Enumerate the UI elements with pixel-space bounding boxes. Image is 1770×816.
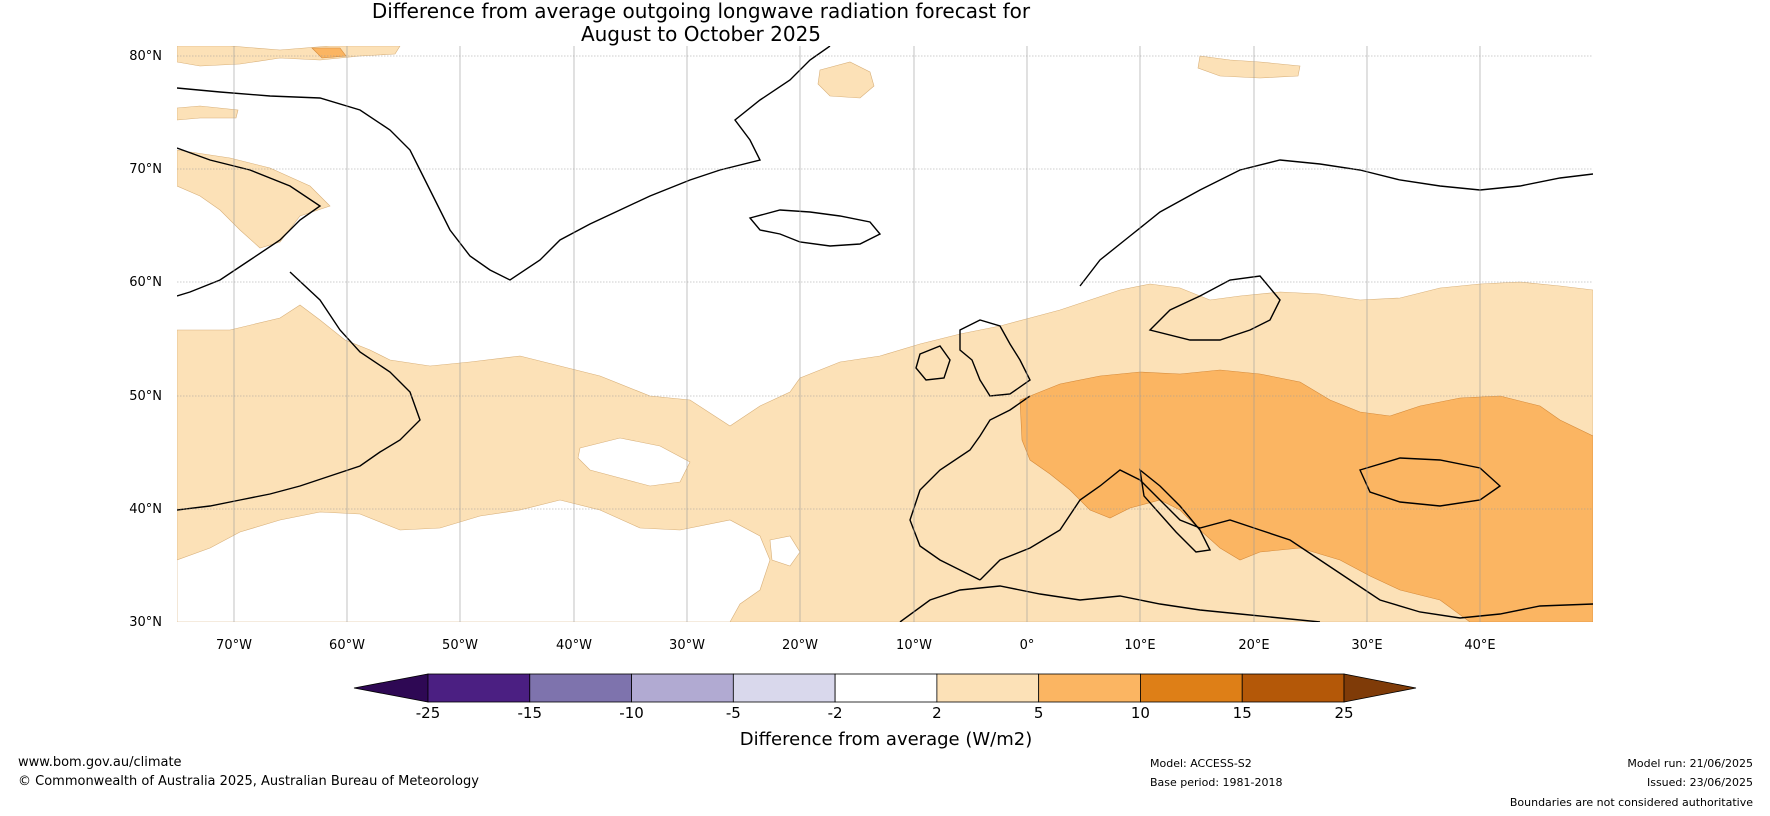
colorbar-ticks: -25 -15 -10 -5 -2 2 5 10 15 25 — [416, 704, 1354, 722]
coastlines — [177, 46, 1593, 622]
coastline-britain — [959, 319, 1031, 397]
map-area — [177, 46, 1593, 622]
colorbar-tick-label: -2 — [828, 704, 843, 722]
coastline-labrador — [177, 271, 421, 511]
lon-label: 30°W — [669, 638, 705, 653]
anomaly-patch — [817, 61, 875, 99]
base-period-text: Base period: 1981-2018 — [1150, 776, 1283, 789]
map-title: Difference from average outgoing longwav… — [0, 0, 1402, 46]
lat-label: 50°N — [129, 389, 162, 404]
colorbar-under-arrow — [353, 673, 429, 703]
lon-label: 30°E — [1351, 638, 1382, 653]
coastline-iceland — [748, 209, 882, 247]
colorbar: -25 -15 -10 -5 -2 2 5 10 15 25 Difference from av… — [353, 673, 1417, 750]
lat-label: 60°N — [129, 275, 162, 290]
lon-label: 40°W — [556, 638, 592, 653]
lon-label: 20°E — [1238, 638, 1269, 653]
disclaimer-text: Boundaries are not considered authoritat… — [1509, 796, 1753, 809]
colorbar-tick-label: 5 — [1034, 704, 1044, 722]
latitude-labels: 80°N 70°N 60°N 50°N 40°N 30°N — [129, 49, 162, 630]
graticule — [177, 46, 1593, 622]
colorbar-segment — [1140, 673, 1243, 703]
lat-label: 40°N — [129, 502, 162, 517]
anomaly-patch — [177, 149, 331, 249]
model-run-text: Model run: 21/06/2025 — [1627, 757, 1753, 770]
coastline-north-africa — [899, 585, 1321, 622]
near-normal-hole — [769, 535, 801, 567]
colorbar-tick-label: 2 — [932, 704, 942, 722]
colorbar-tick-label: 25 — [1334, 704, 1353, 722]
colorbar-tick-label: -25 — [416, 704, 441, 722]
colorbar-segment — [529, 673, 632, 703]
lon-label: 0° — [1020, 638, 1035, 653]
coastline-baffin — [177, 147, 322, 297]
lon-label: 60°W — [329, 638, 365, 653]
lon-label: 40°E — [1464, 638, 1495, 653]
lon-label: 70°W — [216, 638, 252, 653]
colorbar-segment — [631, 673, 734, 703]
anomaly-region-5-to-10 — [1019, 369, 1593, 622]
colorbar-segment — [1038, 673, 1141, 703]
coastline-mediterranean — [979, 469, 1593, 619]
colorbar-segment — [1241, 673, 1345, 703]
near-normal-hole — [577, 437, 691, 487]
coastline-baltic — [1148, 275, 1281, 341]
colorbar-segment — [834, 673, 938, 703]
colorbar-tick-label: -10 — [619, 704, 644, 722]
lon-label: 10°W — [896, 638, 932, 653]
coastline-italy — [1139, 468, 1212, 553]
colorbar-segment — [427, 673, 531, 703]
anomaly-patch — [177, 105, 239, 121]
longitude-labels: 70°W 60°W 50°W 40°W 30°W 20°W 10°W 0° 10… — [216, 638, 1496, 653]
website-text: www.bom.gov.au/climate — [18, 755, 182, 770]
colorbar-tick-label: 10 — [1131, 704, 1150, 722]
coastline-ireland — [915, 345, 951, 381]
copyright-text: © Commonwealth of Australia 2025, Austra… — [18, 774, 479, 789]
colorbar-tick-label: -5 — [726, 704, 741, 722]
coastline-greenland — [177, 46, 831, 281]
lon-label: 20°W — [782, 638, 818, 653]
lon-label: 50°W — [442, 638, 478, 653]
title-line-1: Difference from average outgoing longwav… — [371, 0, 1031, 23]
anomaly-patch — [1197, 55, 1301, 79]
lat-label: 30°N — [129, 615, 162, 630]
colorbar-label: Difference from average (W/m2) — [740, 729, 1032, 750]
coastline-europe-atlantic — [909, 395, 1031, 581]
issued-text: Issued: 23/06/2025 — [1646, 776, 1753, 789]
title-line-2: August to October 2025 — [580, 22, 822, 46]
colorbar-segments — [427, 673, 1345, 703]
lat-label: 80°N — [129, 49, 162, 64]
near-normal-hole — [177, 499, 771, 622]
colorbar-segment — [732, 673, 836, 703]
lat-label: 70°N — [129, 162, 162, 177]
colorbar-over-arrow — [1343, 673, 1417, 703]
colorbar-segment — [936, 673, 1040, 703]
model-text: Model: ACCESS-S2 — [1150, 757, 1252, 770]
colorbar-tick-label: 15 — [1233, 704, 1252, 722]
coastline-black-sea — [1359, 457, 1502, 507]
colorbar-tick-label: -15 — [518, 704, 543, 722]
lon-label: 10°E — [1124, 638, 1155, 653]
